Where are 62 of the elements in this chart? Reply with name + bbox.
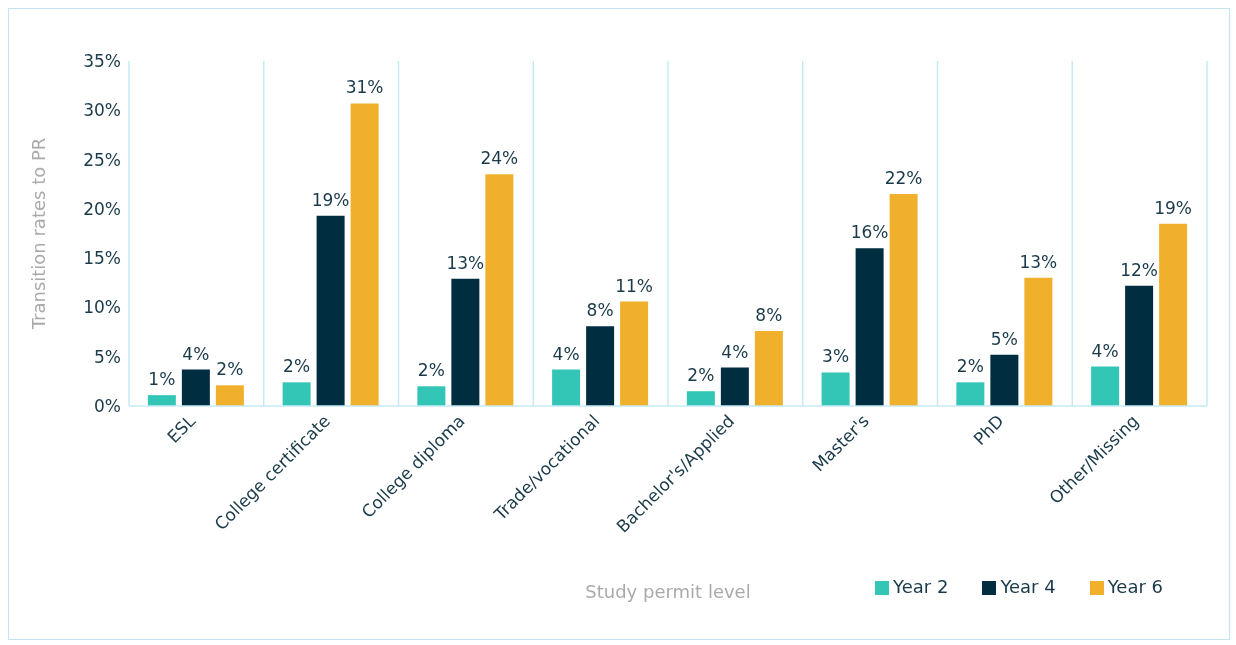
data-label: 19% bbox=[1154, 197, 1193, 218]
bar bbox=[316, 215, 345, 406]
bar bbox=[451, 278, 480, 406]
data-label: 13% bbox=[446, 252, 485, 273]
bar bbox=[215, 385, 244, 406]
x-tick-label: ESL bbox=[163, 410, 200, 447]
data-label: 31% bbox=[345, 77, 384, 98]
bar bbox=[1091, 366, 1120, 406]
bar bbox=[686, 391, 715, 406]
legend-label: Year 6 bbox=[1107, 576, 1163, 597]
data-label: 24% bbox=[480, 148, 519, 169]
data-label: 16% bbox=[850, 222, 889, 243]
data-label: 8% bbox=[755, 305, 783, 326]
bar bbox=[1159, 223, 1188, 406]
y-tick-label: 20% bbox=[83, 198, 121, 219]
data-label: 12% bbox=[1120, 259, 1159, 280]
y-tick-label: 5% bbox=[94, 346, 121, 367]
bar bbox=[586, 326, 615, 406]
bar bbox=[1024, 277, 1053, 406]
data-label: 3% bbox=[822, 346, 850, 367]
data-label: 22% bbox=[884, 168, 923, 189]
bar bbox=[889, 194, 918, 406]
y-axis-title: Transition rates to PR bbox=[28, 137, 50, 331]
y-tick-label: 30% bbox=[83, 100, 121, 121]
bar bbox=[417, 386, 446, 406]
data-label: 2% bbox=[283, 356, 311, 377]
bar bbox=[821, 372, 850, 406]
data-label: 11% bbox=[615, 275, 654, 296]
bar bbox=[350, 103, 379, 406]
bar bbox=[282, 382, 311, 406]
y-tick-label: 35% bbox=[83, 51, 121, 72]
bar bbox=[855, 248, 884, 406]
bar bbox=[720, 367, 749, 406]
data-label: 19% bbox=[311, 189, 350, 210]
y-tick-label: 25% bbox=[83, 149, 121, 170]
legend-label: Year 4 bbox=[1000, 576, 1056, 597]
data-label: 5% bbox=[990, 328, 1018, 349]
data-label: 8% bbox=[586, 300, 614, 321]
data-label: 13% bbox=[1019, 251, 1058, 272]
bar bbox=[485, 174, 514, 406]
data-label: 4% bbox=[182, 343, 210, 364]
data-label: 4% bbox=[1091, 340, 1119, 361]
y-tick-label: 15% bbox=[83, 248, 121, 269]
bar bbox=[147, 395, 176, 406]
x-axis-title: Study permit level bbox=[585, 581, 751, 602]
y-tick-label: 10% bbox=[83, 297, 121, 318]
bar bbox=[956, 382, 985, 406]
data-label: 4% bbox=[552, 343, 580, 364]
bar bbox=[1125, 285, 1154, 406]
data-label: 4% bbox=[721, 341, 749, 362]
bar bbox=[181, 369, 210, 406]
bar bbox=[552, 369, 581, 406]
y-tick-label: 0% bbox=[94, 396, 121, 417]
data-label: 2% bbox=[417, 360, 445, 381]
legend-label: Year 2 bbox=[893, 576, 949, 597]
bar bbox=[620, 301, 649, 406]
data-label: 2% bbox=[956, 356, 984, 377]
data-label: 1% bbox=[148, 369, 176, 390]
bar bbox=[990, 354, 1019, 406]
bar bbox=[754, 331, 783, 406]
data-label: 2% bbox=[687, 365, 715, 386]
data-label: 2% bbox=[216, 359, 244, 380]
